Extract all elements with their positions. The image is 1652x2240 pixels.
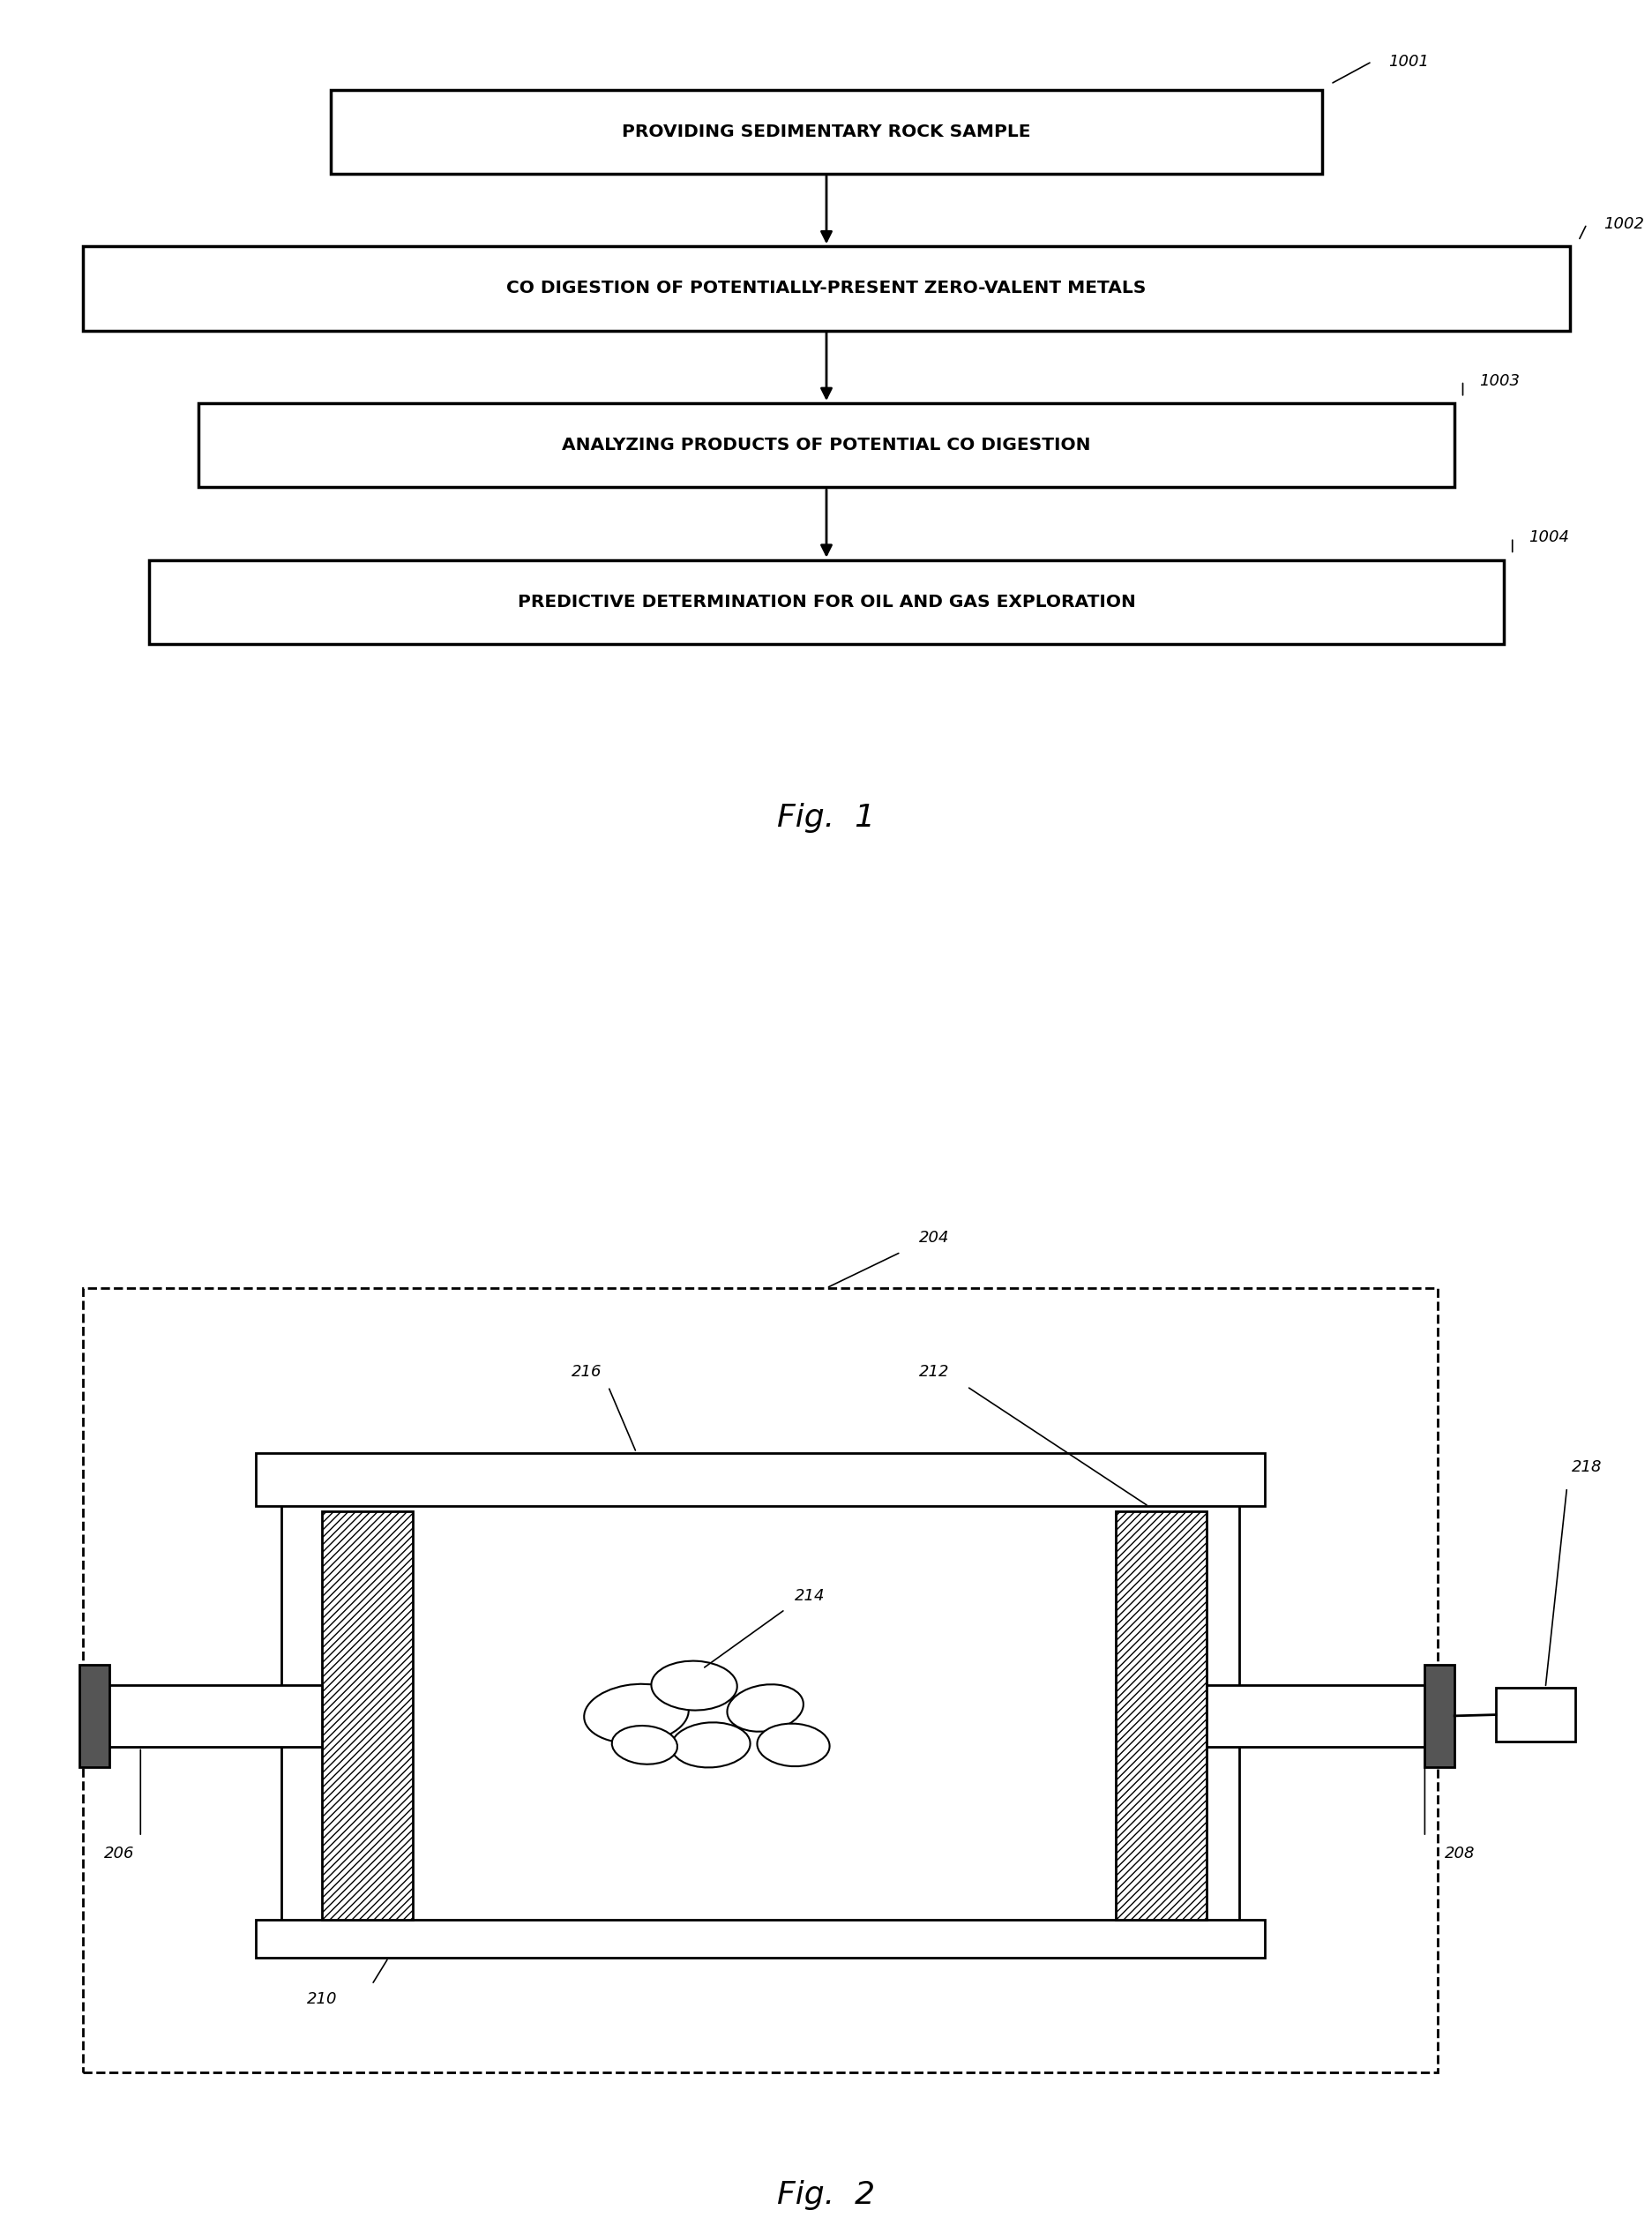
Text: 218: 218 [1571, 1458, 1601, 1476]
Text: 208: 208 [1444, 1846, 1474, 1861]
Text: 1001: 1001 [1388, 54, 1429, 69]
Bar [256, 1452, 1264, 1505]
Bar [91, 1684, 322, 1747]
Text: PREDICTIVE DETERMINATION FOR OIL AND GAS EXPLORATION: PREDICTIVE DETERMINATION FOR OIL AND GAS… [517, 594, 1135, 609]
Bar [149, 560, 1503, 645]
Bar [1206, 1684, 1429, 1747]
Ellipse shape [727, 1684, 803, 1732]
Text: 216: 216 [572, 1364, 601, 1380]
Ellipse shape [611, 1725, 677, 1765]
Ellipse shape [651, 1660, 737, 1711]
Text: 1002: 1002 [1602, 215, 1644, 233]
Bar [83, 246, 1569, 332]
Bar [79, 1664, 109, 1767]
Bar [281, 1501, 1239, 1926]
Text: 1004: 1004 [1528, 529, 1569, 547]
Bar [83, 1288, 1437, 2072]
Text: 204: 204 [919, 1230, 948, 1245]
Text: ANALYZING PRODUCTS OF POTENTIAL CO DIGESTION: ANALYZING PRODUCTS OF POTENTIAL CO DIGES… [562, 437, 1090, 452]
Text: 212: 212 [919, 1364, 948, 1380]
Text: 214: 214 [795, 1588, 824, 1604]
Ellipse shape [671, 1723, 750, 1767]
Text: PROVIDING SEDIMENTARY ROCK SAMPLE: PROVIDING SEDIMENTARY ROCK SAMPLE [621, 123, 1031, 139]
Bar [198, 403, 1454, 488]
Ellipse shape [757, 1723, 829, 1767]
Bar [1424, 1664, 1454, 1767]
Bar [256, 1920, 1264, 1958]
Text: Fig.  2: Fig. 2 [776, 2180, 876, 2211]
Bar [322, 1510, 413, 1920]
Bar [1495, 1689, 1574, 1743]
Text: CO DIGESTION OF POTENTIALLY-PRESENT ZERO-VALENT METALS: CO DIGESTION OF POTENTIALLY-PRESENT ZERO… [506, 280, 1146, 296]
Ellipse shape [583, 1684, 689, 1743]
Text: Fig.  1: Fig. 1 [776, 802, 876, 833]
Bar [330, 90, 1322, 175]
Bar [1115, 1510, 1206, 1920]
Text: 1003: 1003 [1479, 372, 1520, 390]
Text: 206: 206 [104, 1846, 134, 1861]
Text: 210: 210 [307, 1991, 337, 2007]
